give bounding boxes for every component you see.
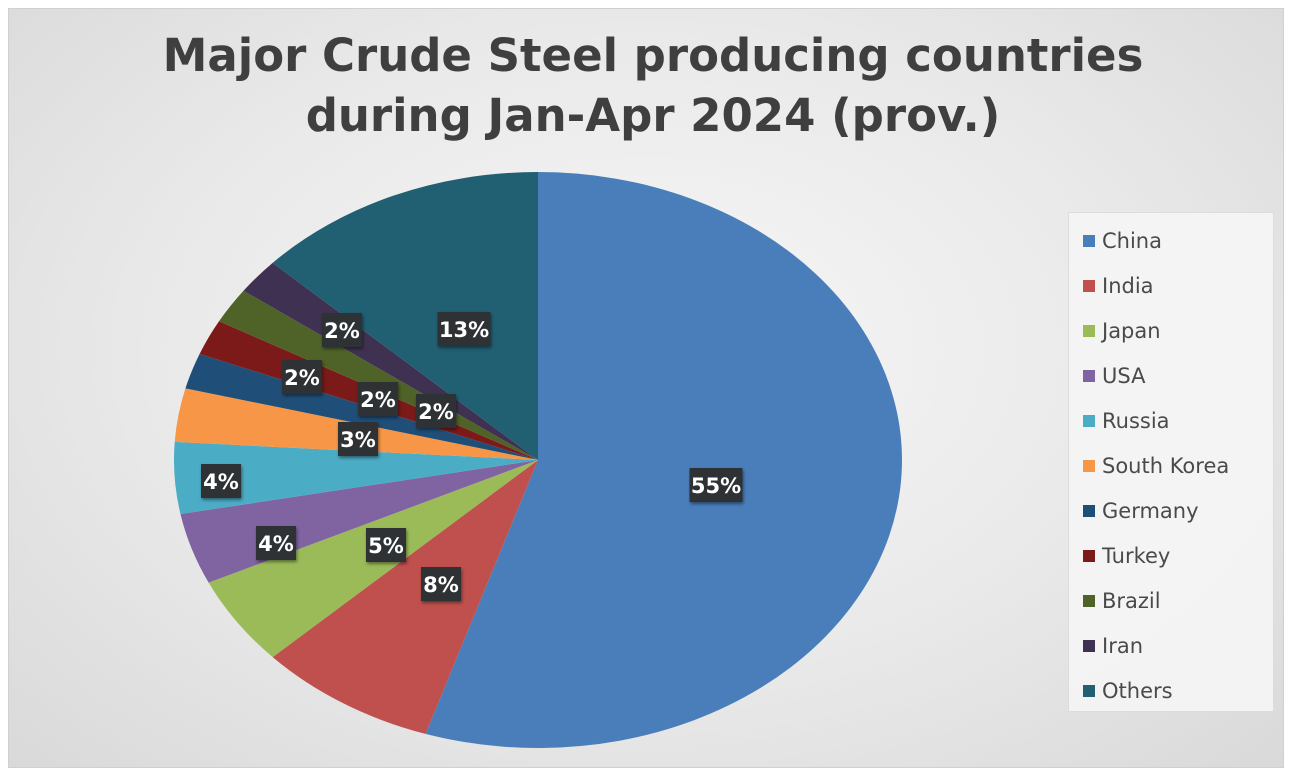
svg-text:2%: 2% <box>418 400 454 424</box>
legend-item-germany: Germany <box>1069 488 1273 533</box>
svg-text:3%: 3% <box>340 428 376 452</box>
legend-item-others: Others <box>1069 668 1273 713</box>
chart-title: Major Crude Steel producing countries du… <box>0 26 1295 146</box>
legend-item-brazil: Brazil <box>1069 578 1273 623</box>
legend-label: Germany <box>1102 498 1199 523</box>
legend-item-japan: Japan <box>1069 308 1273 353</box>
pie-slice-iran <box>243 262 538 460</box>
legend-item-usa: USA <box>1069 353 1273 398</box>
data-label-japan: 5% <box>366 528 406 562</box>
legend-swatch <box>1083 414 1095 427</box>
legend-item-china: China <box>1069 218 1273 263</box>
legend-swatch <box>1083 639 1095 652</box>
legend-label: India <box>1102 273 1154 298</box>
pie-slice-russia <box>174 441 538 514</box>
legend-label: Russia <box>1102 408 1170 433</box>
svg-text:13%: 13% <box>439 318 489 342</box>
legend-item-iran: Iran <box>1069 623 1273 668</box>
data-label-brazil: 2% <box>322 313 362 347</box>
chart-title-line-2: during Jan-Apr 2024 (prov.) <box>305 89 1001 142</box>
svg-text:2%: 2% <box>324 319 360 343</box>
legend-label: Brazil <box>1102 588 1161 613</box>
svg-text:4%: 4% <box>203 470 239 494</box>
legend-label: USA <box>1102 363 1146 388</box>
legend-swatch <box>1083 459 1095 472</box>
chart-legend: China India Japan USA Russia South Korea Germa… <box>1068 212 1274 712</box>
svg-text:4%: 4% <box>258 532 294 556</box>
svg-text:5%: 5% <box>368 534 404 558</box>
pie-slice-brazil <box>219 290 539 460</box>
data-label-china: 55% <box>689 468 743 502</box>
legend-item-turkey: Turkey <box>1069 533 1273 578</box>
svg-text:2%: 2% <box>360 388 396 412</box>
legend-swatch <box>1083 369 1095 382</box>
data-label-iran: 2% <box>416 394 456 428</box>
data-label-usa: 4% <box>256 526 296 560</box>
data-label-germany: 2% <box>358 382 398 416</box>
legend-label: South Korea <box>1102 453 1230 478</box>
legend-item-south-korea: South Korea <box>1069 443 1273 488</box>
pie-slice-others <box>272 172 538 460</box>
legend-label: Turkey <box>1102 543 1171 568</box>
legend-swatch <box>1083 549 1095 562</box>
legend-label: China <box>1102 228 1162 253</box>
legend-swatch <box>1083 684 1095 697</box>
data-label-russia: 4% <box>201 464 241 498</box>
legend-label: Others <box>1102 678 1173 703</box>
pie-slice-china <box>425 172 902 748</box>
data-label-others: 13% <box>437 312 491 346</box>
data-label-turkey: 2% <box>282 360 322 394</box>
data-label-south-korea: 3% <box>338 422 378 456</box>
legend-item-russia: Russia <box>1069 398 1273 443</box>
svg-text:8%: 8% <box>423 573 459 597</box>
legend-swatch <box>1083 504 1095 517</box>
svg-text:2%: 2% <box>284 366 320 390</box>
legend-item-india: India <box>1069 263 1273 308</box>
chart-title-line-1: Major Crude Steel producing countries <box>162 29 1144 82</box>
pie-slice-india <box>272 460 538 734</box>
legend-swatch <box>1083 594 1095 607</box>
legend-label: Japan <box>1102 318 1161 343</box>
legend-swatch <box>1083 324 1095 337</box>
data-label-india: 8% <box>421 567 461 601</box>
legend-swatch <box>1083 234 1095 247</box>
legend-swatch <box>1083 279 1095 292</box>
svg-text:55%: 55% <box>691 474 741 498</box>
legend-label: Iran <box>1102 633 1144 658</box>
